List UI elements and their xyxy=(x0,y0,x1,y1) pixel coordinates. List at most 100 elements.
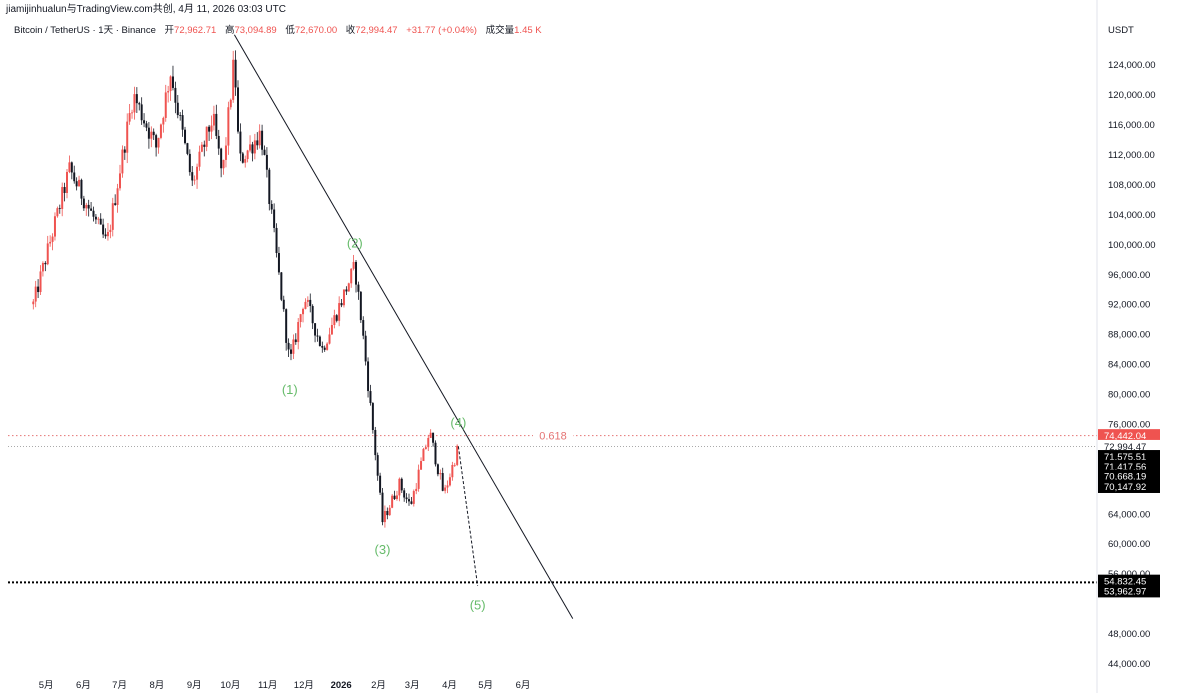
descending-trendline xyxy=(233,34,574,619)
candle-body xyxy=(393,495,396,500)
candle-body xyxy=(256,140,259,146)
wave-label: (4) xyxy=(450,415,466,430)
candle xyxy=(369,384,372,406)
candle-body xyxy=(350,268,353,284)
candle-body xyxy=(398,478,401,496)
candle xyxy=(448,473,451,487)
candles xyxy=(32,50,459,528)
candle-body xyxy=(85,204,88,209)
y-tick-label: 80,000.00 xyxy=(1108,390,1150,401)
candle-body xyxy=(407,499,410,502)
candle-body xyxy=(200,144,203,152)
candle xyxy=(277,246,280,275)
candle xyxy=(261,124,264,156)
candle xyxy=(302,307,305,323)
candle xyxy=(364,330,367,366)
candle xyxy=(321,341,324,353)
candle xyxy=(251,141,254,162)
candle xyxy=(131,109,134,119)
candle xyxy=(263,145,266,156)
candle-body xyxy=(111,203,114,230)
candle xyxy=(323,345,326,352)
candle-body xyxy=(181,115,184,130)
candle xyxy=(265,147,268,178)
candle xyxy=(92,206,95,222)
candle xyxy=(427,434,430,452)
candle-body xyxy=(191,172,194,181)
candle-body xyxy=(273,209,276,228)
candle-body xyxy=(162,117,165,125)
price-badge: 74,442.04 xyxy=(1098,429,1160,443)
candle-body xyxy=(251,144,254,154)
candle-body xyxy=(90,208,93,211)
candle-body xyxy=(208,126,211,132)
candle xyxy=(196,163,199,189)
trend-lines xyxy=(233,34,574,619)
candle-body xyxy=(444,487,447,491)
price-badge-bg xyxy=(1098,469,1160,483)
candle-body xyxy=(176,102,179,116)
candle-body xyxy=(109,229,112,233)
candle-body xyxy=(376,455,379,476)
x-tick-label: 3月 xyxy=(405,680,420,691)
candle-body xyxy=(157,137,160,148)
y-tick-label: 104,000.00 xyxy=(1108,210,1156,221)
candle xyxy=(111,197,114,237)
x-axis[interactable]: 5月 6月 7月 8月 9月 10月 11月 12月 2026 2月 3月 4月 5月 6月 xyxy=(39,680,531,691)
y-tick-label: 108,000.00 xyxy=(1108,180,1156,191)
x-tick-label: 7月 xyxy=(112,680,127,691)
candle-body xyxy=(143,120,146,124)
candle-body xyxy=(34,286,37,302)
candle-body xyxy=(49,241,52,244)
candle-body xyxy=(359,291,362,321)
wave-label: (2) xyxy=(347,235,363,250)
candle-body xyxy=(32,301,35,305)
candle xyxy=(118,164,121,191)
symbol-title[interactable]: Bitcoin / TetherUS · 1天 · Binance xyxy=(14,25,156,36)
candle-body xyxy=(342,289,345,306)
candle xyxy=(140,97,143,125)
wave-label: (5) xyxy=(470,598,486,613)
candle xyxy=(210,115,213,140)
candle xyxy=(44,261,47,272)
candle-body xyxy=(193,179,196,181)
candle xyxy=(345,286,348,296)
candle-body xyxy=(246,150,249,160)
y-tick-label: 64,000.00 xyxy=(1108,509,1150,520)
price-badge-text: 72,994.47 xyxy=(1104,442,1146,453)
candle-body xyxy=(258,130,261,146)
candle-body xyxy=(73,172,76,182)
candle-body xyxy=(311,306,314,324)
candle xyxy=(51,233,54,251)
candle xyxy=(434,440,437,467)
candle-body xyxy=(321,345,324,348)
candle-body xyxy=(453,464,456,466)
candle-body xyxy=(456,445,459,465)
candle xyxy=(188,149,191,176)
candle-body xyxy=(253,140,256,154)
candle-body xyxy=(46,243,49,265)
candle-body xyxy=(424,447,427,449)
candle-body xyxy=(420,461,423,470)
candle xyxy=(446,480,449,494)
candle-body xyxy=(326,343,329,350)
candle xyxy=(99,213,102,225)
price-badge: 70,668.19 xyxy=(1098,469,1160,483)
candle xyxy=(304,298,307,310)
candle-body xyxy=(429,432,432,438)
fib-label: 0.618 xyxy=(539,431,567,443)
candle xyxy=(208,124,211,141)
candle xyxy=(179,112,182,121)
y-tick-label: 124,000.00 xyxy=(1108,60,1156,71)
candle-body xyxy=(434,442,437,465)
candle xyxy=(49,235,52,247)
price-badge-text: 71,575.51 xyxy=(1104,452,1146,463)
candle xyxy=(383,505,386,528)
wave-label: (1) xyxy=(282,382,298,397)
candle xyxy=(128,103,131,125)
y-tick-label: 96,000.00 xyxy=(1108,270,1150,281)
volume-label: 成交量 xyxy=(485,25,515,36)
candle xyxy=(32,299,35,310)
currency-label[interactable]: USDT xyxy=(1108,25,1134,36)
